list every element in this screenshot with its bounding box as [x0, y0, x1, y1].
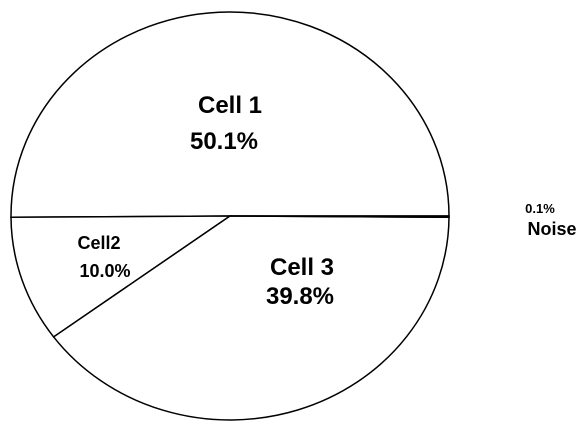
slice-label-cell3: Cell 3 [270, 254, 334, 281]
slice-value-cell3: 39.8% [266, 283, 334, 310]
slice-value-cell1: 50.1% [190, 128, 258, 155]
slice-value-cell2: 10.0% [79, 261, 130, 281]
slice-cell3 [52, 215, 450, 421]
pie-slices [10, 11, 450, 421]
slice-cell2 [10, 215, 233, 338]
slice-value-noise: 0.1% [525, 201, 555, 216]
slice-cell1 [10, 11, 450, 219]
slice-label-noise: Noise [527, 219, 576, 239]
slice-noise [229, 215, 450, 219]
slice-label-cell2: Cell2 [77, 233, 120, 253]
slice-label-cell1: Cell 1 [198, 92, 262, 119]
